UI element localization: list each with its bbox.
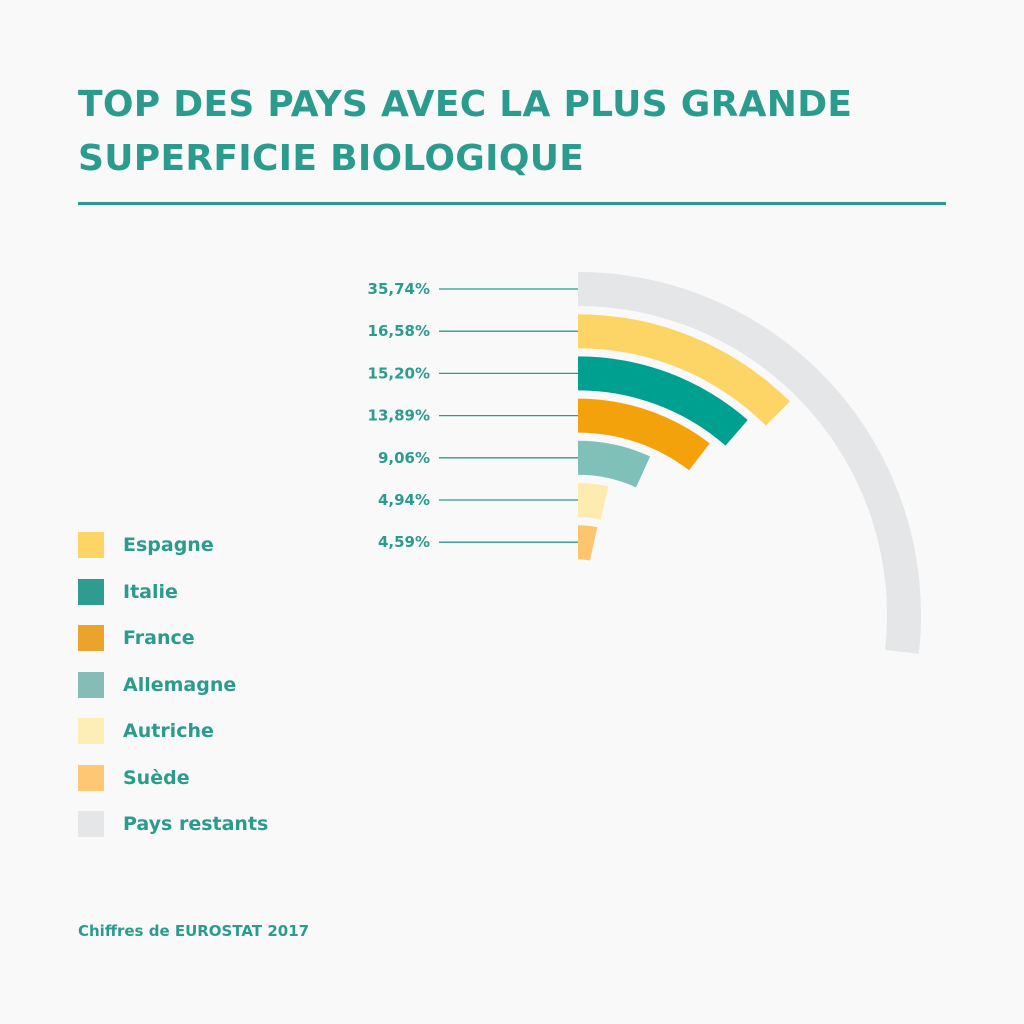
legend-label-italie: Italie bbox=[123, 580, 178, 603]
arc-pays-restants bbox=[578, 272, 922, 654]
arc-italie bbox=[578, 356, 748, 446]
title-divider bbox=[78, 202, 946, 205]
value-label-france: 13,89% bbox=[368, 407, 430, 425]
value-label-pays-restants: 35,74% bbox=[368, 280, 430, 298]
legend-item-france: France bbox=[78, 625, 268, 651]
legend-label-suede: Suède bbox=[123, 766, 190, 789]
legend-item-allemagne: Allemagne bbox=[78, 671, 268, 698]
chart-leader-lines bbox=[439, 288, 578, 543]
legend-swatch-italie bbox=[78, 578, 104, 605]
arc-suede bbox=[578, 525, 598, 561]
legend-swatch-suede bbox=[78, 764, 104, 791]
legend-swatch-allemagne bbox=[78, 671, 104, 698]
legend-label-autriche: Autriche bbox=[123, 720, 214, 742]
chart-arcs bbox=[578, 272, 922, 654]
legend-swatch-espagne bbox=[78, 532, 104, 558]
value-label-italie: 15,20% bbox=[368, 364, 430, 382]
value-label-espagne: 16,58% bbox=[368, 322, 430, 340]
legend-item-espagne: Espagne bbox=[78, 532, 268, 558]
arc-autriche bbox=[578, 483, 609, 520]
legend-swatch-pays-restants bbox=[78, 811, 104, 837]
legend-label-france: France bbox=[123, 627, 195, 649]
source-note: Chiffres de EUROSTAT 2017 bbox=[78, 922, 310, 940]
page-title: TOP DES PAYS AVEC LA PLUS GRANDE SUPERFI… bbox=[78, 84, 853, 179]
value-label-suede: 4,59% bbox=[378, 533, 430, 551]
legend-item-autriche: Autriche bbox=[78, 718, 268, 744]
arc-espagne bbox=[578, 314, 790, 426]
value-label-autriche: 4,94% bbox=[378, 491, 430, 509]
value-label-allemagne: 9,06% bbox=[378, 449, 430, 467]
legend: Espagne Italie France Allemagne Autriche Suèd… bbox=[78, 532, 268, 858]
legend-swatch-autriche bbox=[78, 718, 104, 744]
arc-allemagne bbox=[578, 440, 651, 488]
legend-label-pays-restants: Pays restants bbox=[123, 813, 269, 835]
chart-value-labels: 35,74% 16,58% 15,20% 13,89% 9,06% 4,94% 4,59% bbox=[368, 280, 430, 551]
legend-item-italie: Italie bbox=[78, 578, 268, 605]
legend-label-allemagne: Allemagne bbox=[123, 673, 237, 696]
legend-item-suede: Suède bbox=[78, 764, 268, 791]
arc-france bbox=[578, 398, 710, 471]
legend-swatch-france bbox=[78, 625, 104, 651]
legend-label-espagne: Espagne bbox=[123, 534, 214, 556]
legend-item-pays-restants: Pays restants bbox=[78, 811, 268, 837]
